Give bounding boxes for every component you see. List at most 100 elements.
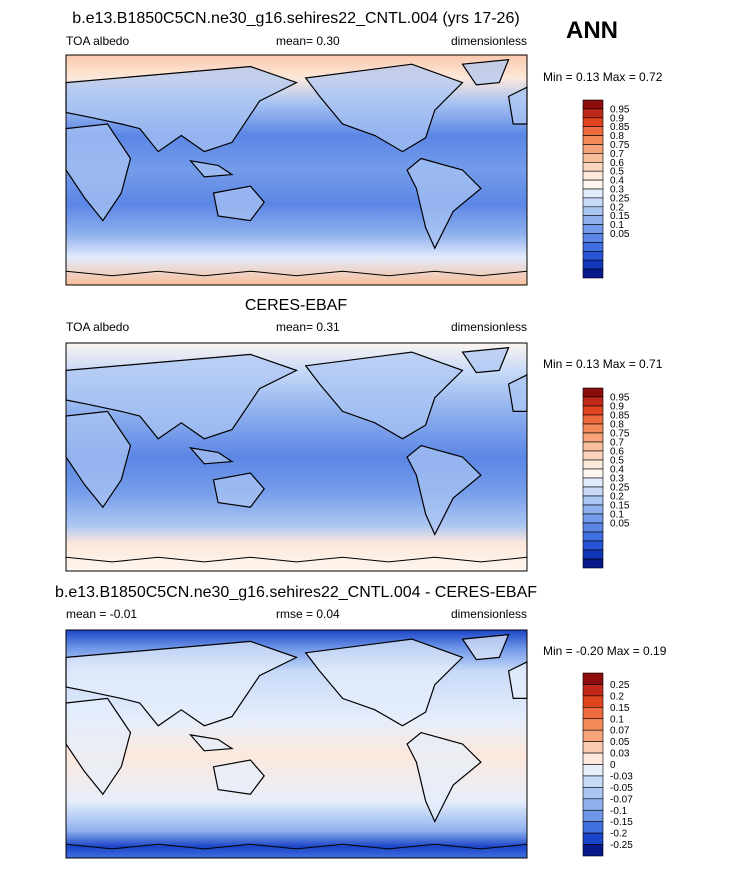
colorbar-box bbox=[582, 153, 604, 163]
colorbar-label: 0.8 bbox=[610, 420, 624, 431]
colorbar-box bbox=[582, 729, 604, 742]
colorbar-label: -0.03 bbox=[610, 771, 633, 782]
colorbar-box bbox=[582, 432, 604, 443]
colorbar-box bbox=[582, 775, 604, 788]
colorbar-label: 0.7 bbox=[610, 438, 624, 449]
colorbar-box bbox=[582, 135, 604, 145]
colorbar-label: 0.5 bbox=[610, 456, 624, 467]
colorbar-label: 0.7 bbox=[610, 149, 624, 160]
colorbar-label: 0.25 bbox=[610, 483, 630, 494]
colorbar-label: 0.05 bbox=[610, 519, 630, 530]
colorbar-box bbox=[582, 684, 604, 697]
variable-label: TOA albedo bbox=[66, 34, 129, 48]
colorbar-box bbox=[582, 558, 604, 569]
colorbar-box bbox=[582, 504, 604, 515]
colorbar-label: 0.25 bbox=[610, 193, 630, 204]
colorbar-label: -0.07 bbox=[610, 794, 633, 805]
colorbar-box bbox=[582, 396, 604, 407]
colorbar-box bbox=[582, 233, 604, 243]
colorbar-box bbox=[582, 99, 604, 110]
colorbar-label: 0.4 bbox=[610, 465, 624, 476]
colorbar-box bbox=[582, 477, 604, 488]
colorbar-label: 0.95 bbox=[610, 104, 630, 115]
colorbar-label: 0.05 bbox=[610, 229, 630, 240]
variable-label: mean = -0.01 bbox=[66, 607, 137, 621]
colorbar-label: 0.75 bbox=[610, 429, 630, 440]
colorbar-label: 0.85 bbox=[610, 411, 630, 422]
colorbar-box bbox=[582, 459, 604, 470]
units-label: dimensionless bbox=[451, 607, 527, 621]
colorbar-box bbox=[582, 522, 604, 533]
colorbar-box bbox=[582, 108, 604, 119]
colorbar-label: 0.4 bbox=[610, 176, 624, 187]
min-max-label: Min = 0.13 Max = 0.71 bbox=[543, 357, 663, 371]
coastline bbox=[212, 185, 265, 222]
coastline bbox=[65, 697, 132, 796]
colorbar-box bbox=[582, 215, 604, 225]
stat-label: rmse = 0.04 bbox=[276, 607, 340, 621]
colorbar-box bbox=[582, 188, 604, 199]
coastline bbox=[188, 447, 234, 465]
min-max-label: Min = 0.13 Max = 0.72 bbox=[543, 70, 663, 84]
colorbar-box bbox=[582, 117, 604, 128]
colorbar-label: 0.2 bbox=[610, 691, 624, 702]
colorbar-box bbox=[582, 809, 604, 822]
coastline bbox=[65, 640, 299, 727]
units-label: dimensionless bbox=[451, 320, 527, 334]
coastline bbox=[461, 633, 510, 661]
colorbar-box bbox=[582, 423, 604, 434]
colorbar-box bbox=[582, 197, 604, 208]
panel: CERES-EBAF TOA albedo mean= 0.31 dimensionl… bbox=[65, 297, 663, 572]
colorbar-label: 0.8 bbox=[610, 131, 624, 142]
map-frame bbox=[65, 629, 528, 859]
colorbar-box bbox=[582, 126, 604, 136]
coastline bbox=[304, 63, 464, 153]
colorbar-box bbox=[582, 251, 604, 261]
coastline bbox=[406, 157, 482, 250]
coastline bbox=[304, 351, 464, 440]
colorbar-box bbox=[582, 224, 604, 234]
colorbar-label: 0.15 bbox=[610, 501, 630, 512]
colorbar-label: 0.2 bbox=[610, 202, 624, 213]
colorbar-label: 0.6 bbox=[610, 158, 624, 169]
colorbar-box bbox=[582, 259, 604, 270]
colorbar-box bbox=[582, 752, 604, 765]
coastline bbox=[65, 123, 132, 222]
colorbar-box bbox=[582, 170, 604, 181]
panel-title: CERES-EBAF bbox=[245, 297, 347, 314]
colorbar-label: 0.75 bbox=[610, 140, 630, 151]
antarctic-coast bbox=[65, 270, 528, 277]
coastline bbox=[212, 759, 265, 795]
colorbar-label: 0.3 bbox=[610, 185, 624, 196]
coastline bbox=[65, 65, 299, 153]
colorbar-label: 0.07 bbox=[610, 726, 630, 737]
colorbar-box bbox=[582, 495, 604, 506]
colorbar-box bbox=[582, 414, 604, 425]
colorbar-label: -0.2 bbox=[610, 829, 628, 840]
colorbar-label: -0.05 bbox=[610, 783, 633, 794]
colorbar-label: 0.6 bbox=[610, 447, 624, 458]
colorbar-label: 0.15 bbox=[610, 703, 630, 714]
colorbar-label: 0.85 bbox=[610, 122, 630, 133]
colorbar-box bbox=[582, 405, 604, 416]
colorbar-box bbox=[582, 764, 604, 777]
map-frame bbox=[65, 342, 528, 572]
colorbar-box bbox=[582, 798, 604, 811]
colorbar-box bbox=[582, 242, 604, 252]
colorbar-label: 0.1 bbox=[610, 220, 624, 231]
colorbar-label: 0 bbox=[610, 760, 616, 771]
coastline bbox=[212, 472, 265, 508]
coastline bbox=[461, 346, 510, 374]
panel-title: b.e13.B1850C5CN.ne30_g16.sehires22_CNTL.… bbox=[72, 10, 519, 27]
colorbar-box bbox=[582, 549, 604, 560]
stat-label: mean= 0.30 bbox=[276, 34, 340, 48]
variable-label: TOA albedo bbox=[66, 320, 129, 334]
colorbar-label: -0.1 bbox=[610, 806, 628, 817]
colorbar-box bbox=[582, 513, 604, 524]
coastline bbox=[188, 734, 234, 752]
antarctic-coast bbox=[65, 556, 528, 563]
colorbar-label: 0.25 bbox=[610, 680, 630, 691]
colorbar-label: -0.15 bbox=[610, 817, 633, 828]
colorbar-box bbox=[582, 468, 604, 479]
